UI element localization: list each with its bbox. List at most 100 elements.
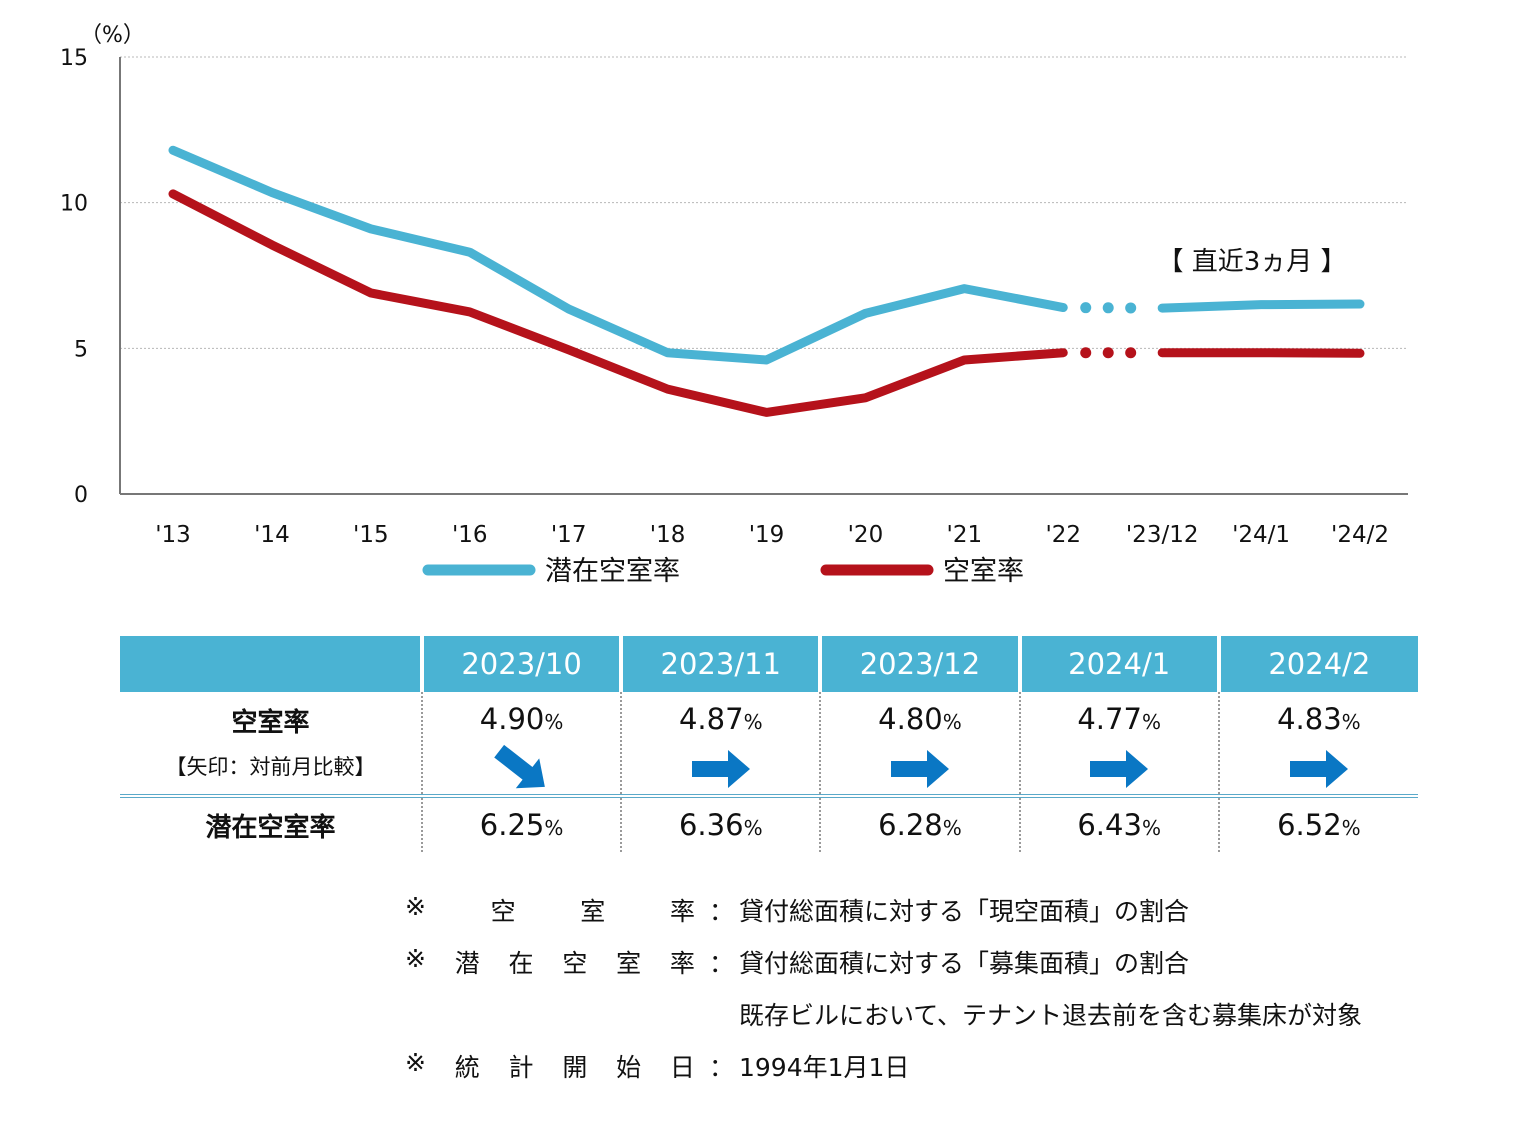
footnote-label-char: 在 <box>508 949 534 978</box>
y-tick-label: 0 <box>74 483 88 508</box>
legend-label: 潜在空室率 <box>545 556 680 587</box>
table-row-potential-vacancy: 潜在空室率 6.25% 6.36% 6.28% 6.43% 6.52% <box>120 796 1418 852</box>
footnote-description: 1994年1月1日 <box>739 1053 910 1082</box>
footnote-label-char: 空 <box>490 897 516 926</box>
footnote-label-char: 計 <box>508 1053 534 1082</box>
y-tick-label: 15 <box>60 46 88 71</box>
y-tick-label: 10 <box>60 192 88 217</box>
legend-label: 空室率 <box>943 556 1024 587</box>
arrow-right-icon <box>1289 750 1348 788</box>
table-header-blank <box>120 636 422 692</box>
footnote-label: ※ 統計開始日 <box>405 1048 695 1084</box>
arrow-shape <box>691 750 750 788</box>
x-tick-label: '14 <box>254 522 290 548</box>
x-tick-label: '24/1 <box>1232 522 1290 548</box>
vacancy-cell: 4.80% <box>819 692 1020 798</box>
arrow-right-icon <box>691 750 750 788</box>
row-header-vacancy: 空室率 【矢印：対前月比較】 <box>120 692 422 798</box>
footnote-label-char: 室 <box>580 897 606 926</box>
footnote-label-char: 率 <box>669 949 695 978</box>
y-unit-label: （%） <box>80 23 145 48</box>
potential-value: 6.52% <box>1277 808 1361 842</box>
potential-value: 6.25% <box>479 808 564 842</box>
series-dot-potential-vacancy <box>1125 302 1137 314</box>
vacancy-cell: 4.87% <box>620 692 821 798</box>
footnote-label-char: ※ <box>405 1048 426 1077</box>
x-tick-label: '16 <box>452 522 488 548</box>
row-label-vacancy: 空室率 <box>231 708 310 738</box>
series-dot-vacancy <box>1125 347 1137 359</box>
vacancy-value: 4.90% <box>479 702 564 736</box>
arrow-shape <box>1090 750 1149 788</box>
vacancy-value: 4.83% <box>1277 702 1361 736</box>
x-tick-label: '19 <box>749 522 785 548</box>
footnote-label-char: ※ <box>405 892 426 921</box>
table-header-cell: 2023/11 <box>619 636 821 692</box>
row-sublabel-arrow-note: 【矢印：対前月比較】 <box>165 755 376 779</box>
footnote-description: 既存ビルにおいて、テナント退去前を含む募集床が対象 <box>739 1001 1363 1030</box>
footnote-label: ※ 空 室 率 <box>405 892 695 928</box>
arrow-right-icon <box>1090 750 1149 788</box>
line-chart: 0 5 10 15（%） '13 '14 '15 '16 '17 '18 '19 '20 '21 '22 '… <box>60 23 1408 587</box>
potential-value: 6.36% <box>678 808 763 842</box>
vacancy-value: 4.87% <box>678 702 763 736</box>
footnote-colon: ： <box>709 897 735 926</box>
series-line-vacancy <box>168 189 1068 417</box>
footnote-label-char: ※ <box>405 944 426 973</box>
series-dot-vacancy <box>1080 347 1092 359</box>
footnote-label-char: 率 <box>669 897 695 926</box>
footnote-label-char: 始 <box>616 1053 642 1082</box>
footnote-label-char: 潜 <box>454 949 480 978</box>
y-tick-label: 5 <box>74 337 88 362</box>
potential-cell: 6.25% <box>420 796 622 852</box>
table-header-cell: 2023/10 <box>419 636 622 692</box>
vacancy-cell: 4.90% <box>420 692 622 798</box>
series-line-potential-vacancy <box>168 145 1068 365</box>
row-label-potential: 潜在空室率 <box>205 812 336 843</box>
x-tick-label: '20 <box>848 522 884 548</box>
vacancy-cell: 4.77% <box>1018 692 1219 798</box>
row-header-potential: 潜在空室率 <box>120 796 422 852</box>
footnote-colon: ： <box>709 1053 735 1082</box>
potential-value: 6.28% <box>878 808 962 842</box>
arrow-shape <box>1289 750 1348 788</box>
footnote-description: 貸付総面積に対する「現空面積」の割合 <box>739 897 1190 926</box>
arrow-down-right-icon <box>493 744 545 789</box>
potential-cell: 6.28% <box>819 796 1020 852</box>
arrow-shape <box>890 750 949 788</box>
footnote-description: 貸付総面積に対する「募集面積」の割合 <box>739 949 1190 978</box>
x-tick-label: '13 <box>155 522 191 548</box>
x-tick-label: '18 <box>650 522 686 548</box>
series-dot-potential-vacancy <box>1102 302 1114 314</box>
x-tick-label: '22 <box>1045 522 1081 548</box>
footnote-label-char: 日 <box>669 1053 695 1082</box>
vacancy-cell: 4.83% <box>1217 692 1418 798</box>
x-tick-label: '17 <box>551 522 587 548</box>
potential-value: 6.43% <box>1077 808 1161 842</box>
x-tick-label: '15 <box>353 522 389 548</box>
potential-cell: 6.36% <box>620 796 821 852</box>
footnote-label: ※ 潜在空室率 <box>405 944 695 980</box>
table-header-cell: 2023/12 <box>818 636 1020 692</box>
potential-cell: 6.43% <box>1018 796 1219 852</box>
footnote-label-char: 開 <box>562 1053 588 1082</box>
series-line-potential-vacancy <box>1157 299 1365 313</box>
vacancy-rate-table: 2023/10 2023/11 2023/12 2024/1 2024/2 空室… <box>120 636 1418 852</box>
table-row-vacancy: 空室率 【矢印：対前月比較】 4.90% 4.87% 4.80% 4.77% 4… <box>120 692 1418 798</box>
table-header-cell: 2024/1 <box>1017 636 1219 692</box>
footnote-label-char: 統 <box>454 1053 480 1082</box>
series-line-vacancy <box>1157 348 1365 358</box>
footnote-label-char: 空 <box>562 949 588 978</box>
series-dot-potential-vacancy <box>1080 302 1092 314</box>
x-tick-label: '21 <box>947 522 983 548</box>
footnote-colon: ： <box>709 949 735 978</box>
table-header-row: 2023/10 2023/11 2023/12 2024/1 2024/2 <box>120 636 1418 692</box>
vacancy-value: 4.80% <box>878 702 962 736</box>
potential-cell: 6.52% <box>1217 796 1418 852</box>
arrow-right-icon <box>890 750 949 788</box>
arrow-shape <box>493 744 545 789</box>
table-header-cell: 2024/2 <box>1216 636 1418 692</box>
x-tick-label: '24/2 <box>1331 522 1389 548</box>
footnote-label-char: 室 <box>616 949 642 978</box>
recent-3-months-label: 【 直近3ヵ月 】 <box>1157 247 1346 277</box>
